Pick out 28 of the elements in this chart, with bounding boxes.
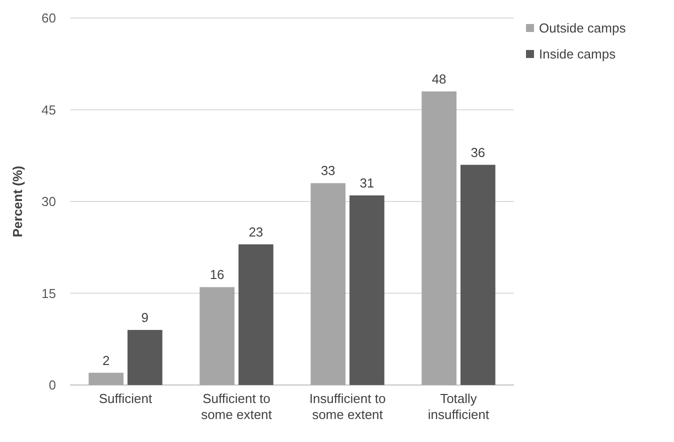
bar	[422, 91, 456, 385]
x-tick-label: Sufficient	[98, 391, 152, 406]
data-label: 48	[432, 71, 446, 86]
data-label: 23	[248, 224, 264, 240]
data-label: 2	[102, 352, 110, 368]
x-tick-label: Insufficient to some extent	[309, 391, 386, 422]
data-label: 31	[360, 175, 374, 190]
bar	[460, 164, 496, 385]
data-label: 36	[470, 144, 486, 160]
bar	[200, 287, 234, 385]
bar	[128, 330, 162, 385]
y-tick-label: 45	[42, 102, 56, 118]
y-tick-label: 60	[42, 10, 56, 26]
x-tick-label: Sufficient to some extent	[201, 391, 272, 422]
bar	[310, 183, 346, 385]
y-tick-label: 15	[42, 286, 56, 301]
data-label: 9	[141, 310, 149, 325]
data-label: 16	[210, 267, 224, 282]
legend-label: Outside camps	[539, 20, 626, 36]
x-tick-label: Totally insufficient	[428, 391, 490, 422]
bar	[238, 244, 274, 385]
data-label: 33	[320, 163, 336, 178]
legend-label: Inside camps	[539, 46, 616, 62]
bar	[350, 195, 384, 385]
y-axis-title: Percent (%)	[10, 166, 25, 238]
y-tick-label: 0	[48, 378, 56, 393]
bar	[88, 372, 124, 385]
y-tick-label: 30	[42, 194, 56, 210]
